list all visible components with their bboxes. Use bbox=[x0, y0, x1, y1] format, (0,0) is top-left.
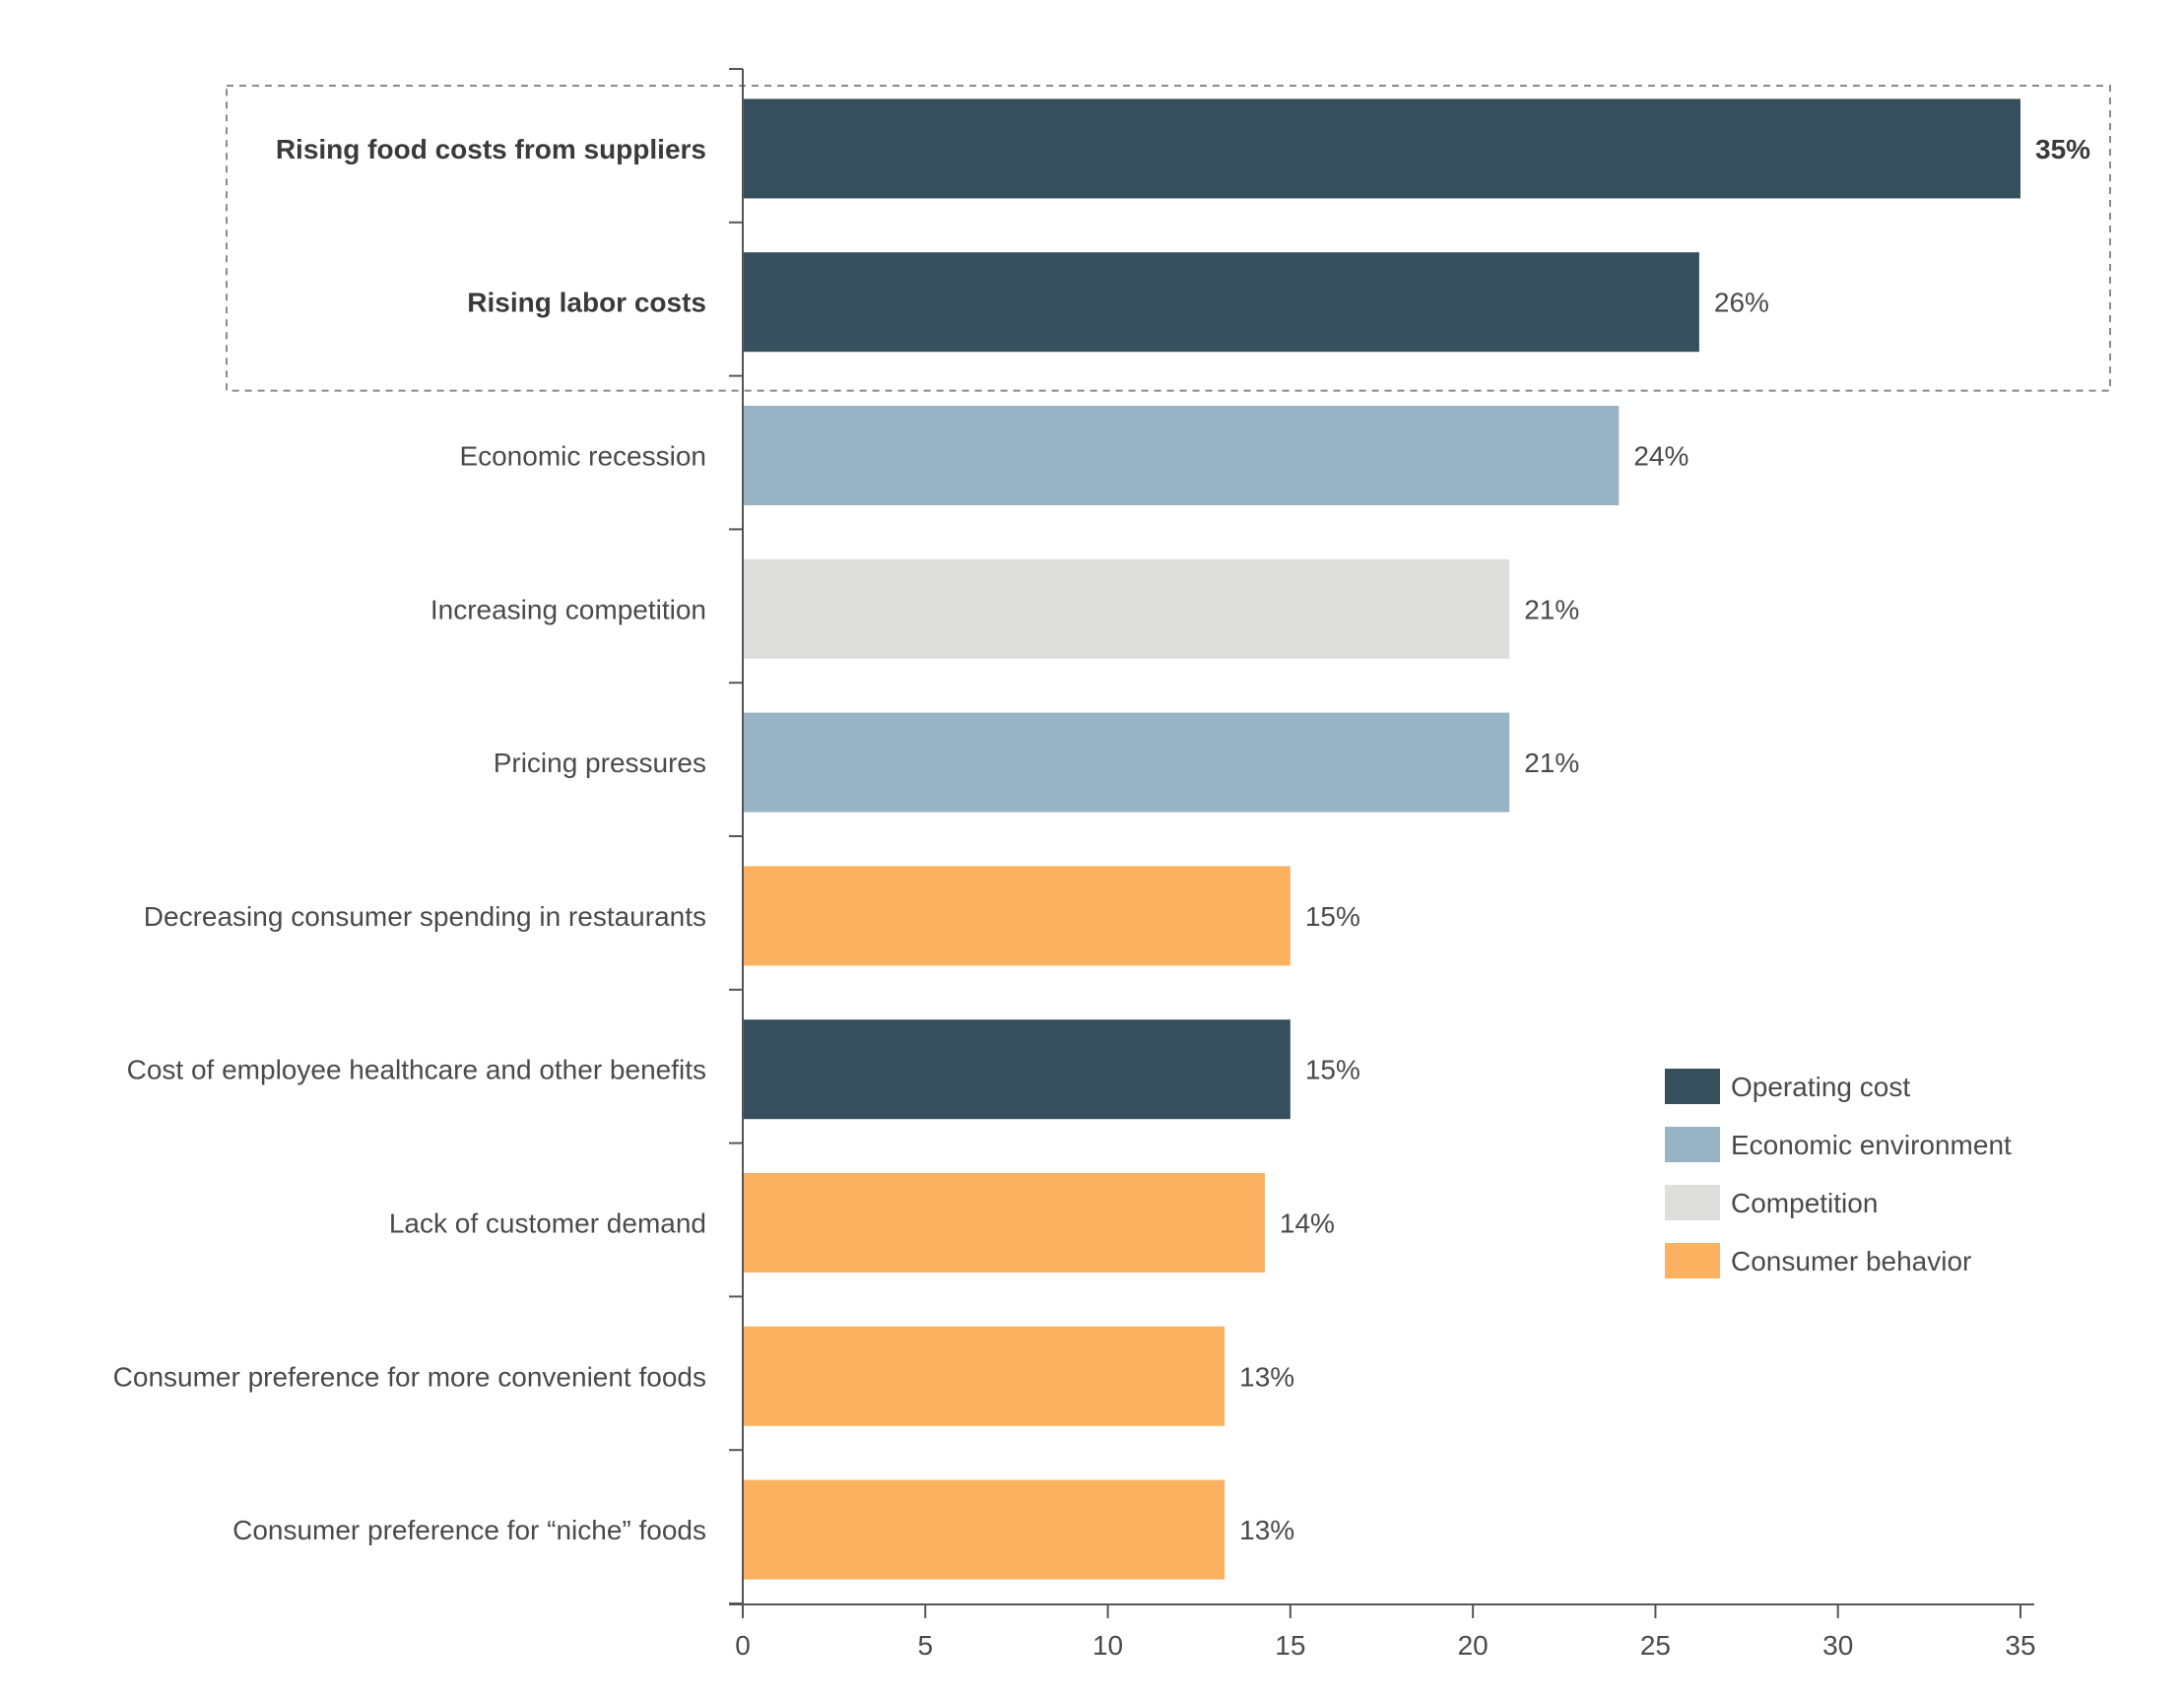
bar bbox=[743, 1019, 1291, 1120]
bar bbox=[743, 866, 1291, 966]
legend-label: Operating cost bbox=[1731, 1072, 1910, 1102]
legend-label: Competition bbox=[1731, 1188, 1878, 1218]
legend-swatch bbox=[1665, 1185, 1720, 1220]
category-label: Rising labor costs bbox=[467, 288, 706, 318]
data-label: 24% bbox=[1633, 441, 1688, 472]
category-label: Consumer preference for “niche” foods bbox=[232, 1515, 706, 1545]
bar bbox=[743, 406, 1620, 505]
data-label: 15% bbox=[1305, 1055, 1360, 1085]
x-tick-label: 5 bbox=[917, 1630, 933, 1661]
data-label: 26% bbox=[1714, 288, 1769, 318]
x-tick-label: 25 bbox=[1640, 1630, 1671, 1661]
category-label: Economic recession bbox=[459, 441, 706, 472]
data-label: 35% bbox=[2035, 134, 2090, 164]
data-label: 15% bbox=[1305, 901, 1360, 932]
category-label: Consumer preference for more convenient … bbox=[113, 1361, 706, 1392]
highlight-box bbox=[226, 85, 2111, 392]
category-label: Increasing competition bbox=[430, 594, 706, 624]
legend-label: Economic environment bbox=[1731, 1130, 2012, 1160]
data-label: 21% bbox=[1524, 748, 1579, 778]
category-label: Lack of customer demand bbox=[389, 1209, 706, 1239]
x-tick-label: 0 bbox=[735, 1630, 751, 1661]
bar bbox=[743, 1173, 1265, 1273]
legend-swatch bbox=[1665, 1127, 1720, 1162]
bar bbox=[743, 1326, 1225, 1426]
x-tick-label: 30 bbox=[1822, 1630, 1853, 1661]
x-tick-label: 10 bbox=[1092, 1630, 1123, 1661]
category-label: Pricing pressures bbox=[494, 748, 706, 778]
data-label: 13% bbox=[1239, 1515, 1294, 1545]
data-label: 14% bbox=[1280, 1209, 1335, 1239]
category-label: Rising food costs from suppliers bbox=[276, 134, 706, 164]
bar bbox=[743, 98, 2020, 199]
x-tick-label: 35 bbox=[2005, 1630, 2035, 1661]
data-label: 13% bbox=[1239, 1361, 1294, 1392]
x-tick-label: 15 bbox=[1275, 1630, 1305, 1661]
bar bbox=[743, 252, 1699, 353]
bar bbox=[743, 712, 1510, 813]
category-label: Cost of employee healthcare and other be… bbox=[127, 1055, 706, 1085]
data-label: 21% bbox=[1524, 594, 1579, 624]
x-tick-label: 20 bbox=[1458, 1630, 1489, 1661]
category-label: Decreasing consumer spending in restaura… bbox=[144, 901, 706, 932]
bar bbox=[743, 1479, 1225, 1580]
legend-swatch bbox=[1665, 1243, 1720, 1278]
legend-swatch bbox=[1665, 1069, 1720, 1104]
bar bbox=[743, 558, 1510, 659]
legend-label: Consumer behavior bbox=[1731, 1246, 1971, 1276]
